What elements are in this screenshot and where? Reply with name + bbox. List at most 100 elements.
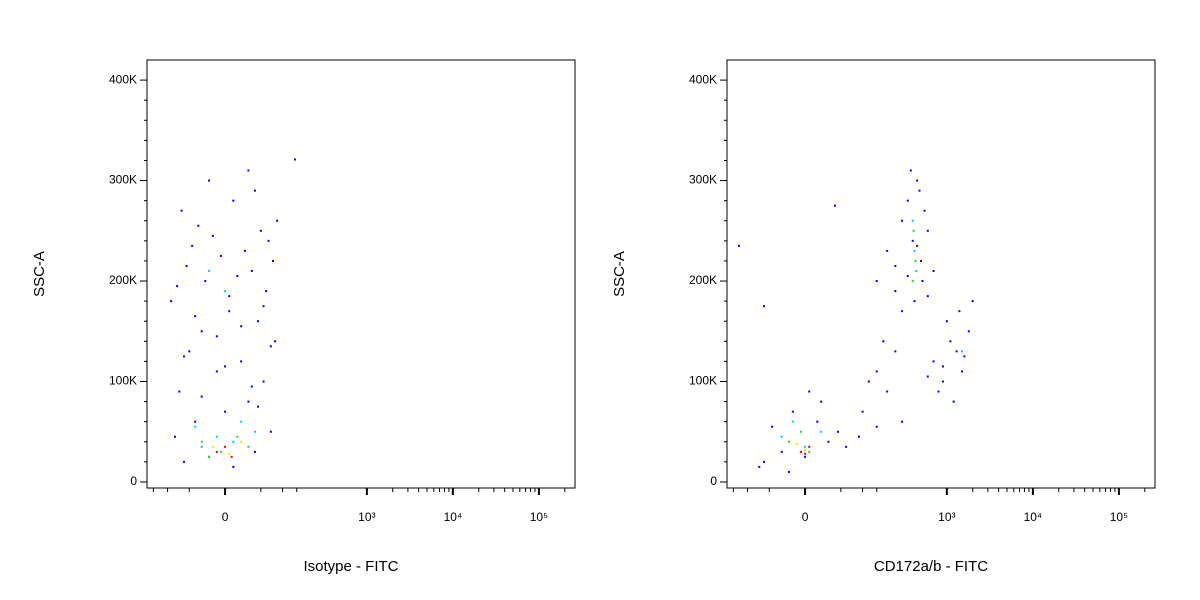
- event-dot: [763, 305, 766, 308]
- event-dot: [738, 244, 741, 247]
- event-dot: [960, 370, 963, 373]
- event-dot: [861, 410, 864, 413]
- event-dot: [240, 360, 243, 363]
- event-dot: [791, 410, 794, 413]
- y-tick-label: 200K: [689, 273, 717, 287]
- event-dot: [913, 300, 916, 303]
- event-dot: [820, 430, 823, 433]
- event-dot: [219, 254, 222, 257]
- event-dot: [211, 234, 214, 237]
- event-dot: [228, 310, 231, 313]
- event-dot: [259, 229, 262, 232]
- plot-frame: [726, 59, 1156, 489]
- event-dot: [901, 219, 904, 222]
- y-tick-label: 300K: [689, 173, 717, 187]
- y-axis-label: SSC-A: [611, 251, 628, 297]
- event-dot: [820, 400, 823, 403]
- event-dot: [808, 445, 811, 448]
- y-tick-label: 300K: [109, 173, 137, 187]
- event-dot: [188, 350, 191, 353]
- event-dot: [858, 435, 861, 438]
- event-dot: [882, 340, 885, 343]
- event-dot: [937, 390, 940, 393]
- event-dot: [787, 470, 790, 473]
- event-dot: [224, 445, 227, 448]
- event-dot: [194, 315, 197, 318]
- event-dot: [799, 450, 802, 453]
- event-dot: [250, 385, 253, 388]
- event-dot: [180, 209, 183, 212]
- event-dot: [906, 199, 909, 202]
- event-dot: [178, 390, 181, 393]
- event-dot: [894, 264, 897, 267]
- y-tick-label: 400K: [689, 72, 717, 86]
- x-tick-label: 10⁴: [1024, 510, 1043, 524]
- event-dot: [926, 295, 929, 298]
- event-dot: [243, 249, 246, 252]
- event-dot: [215, 335, 218, 338]
- event-dot: [269, 430, 272, 433]
- y-tick-label: 400K: [109, 72, 137, 86]
- event-dot: [247, 445, 250, 448]
- x-tick-label: 10⁵: [1110, 510, 1128, 524]
- event-dot: [265, 290, 268, 293]
- event-dot: [875, 425, 878, 428]
- event-dot: [911, 239, 914, 242]
- event-dot: [875, 280, 878, 283]
- event-dot: [808, 450, 811, 453]
- event-dot: [952, 400, 955, 403]
- event-dot: [918, 189, 921, 192]
- event-dot: [197, 224, 200, 227]
- event-dot: [230, 455, 233, 458]
- event-dot: [224, 410, 227, 413]
- event-dot: [250, 269, 253, 272]
- event-dot: [932, 269, 935, 272]
- event-dot: [758, 465, 761, 468]
- event-dot: [916, 179, 919, 182]
- event-dot: [960, 350, 963, 353]
- event-dot: [780, 435, 783, 438]
- event-dot: [219, 450, 222, 453]
- event-dot: [200, 395, 203, 398]
- event-dot: [262, 305, 265, 308]
- event-dot: [845, 445, 848, 448]
- event-dot: [923, 209, 926, 212]
- event-dot: [194, 420, 197, 423]
- event-dot: [185, 264, 188, 267]
- event-dot: [256, 405, 259, 408]
- event-dot: [207, 455, 210, 458]
- y-tick-label: 0: [130, 474, 137, 488]
- event-dot: [827, 440, 830, 443]
- event-dot: [912, 229, 915, 232]
- event-dot: [183, 355, 186, 358]
- event-dot: [232, 465, 235, 468]
- event-dot: [763, 460, 766, 463]
- plot-frame: [146, 59, 576, 489]
- y-tick-label: 100K: [689, 374, 717, 388]
- event-dot: [232, 440, 235, 443]
- event-dot: [816, 420, 819, 423]
- event-dot: [183, 460, 186, 463]
- event-dot: [945, 320, 948, 323]
- event-dot: [170, 300, 173, 303]
- event-dot: [894, 350, 897, 353]
- y-tick-label: 100K: [109, 374, 137, 388]
- event-dot: [228, 452, 231, 455]
- event-dot: [921, 280, 924, 283]
- event-dot: [787, 440, 790, 443]
- event-dot: [204, 280, 207, 283]
- x-tick-label: 10³: [938, 510, 955, 524]
- event-dot: [207, 269, 210, 272]
- event-dot: [269, 345, 272, 348]
- event-dot: [958, 310, 961, 313]
- event-dot: [228, 295, 231, 298]
- event-dot: [267, 239, 270, 242]
- x-tick-label: 10⁵: [530, 510, 548, 524]
- x-tick-label: 0: [222, 510, 229, 524]
- x-axis-label: CD172a/b - FITC: [874, 558, 988, 575]
- y-tick-label: 0: [710, 474, 717, 488]
- event-dot: [232, 199, 235, 202]
- event-dot: [915, 269, 918, 272]
- event-dot: [949, 340, 952, 343]
